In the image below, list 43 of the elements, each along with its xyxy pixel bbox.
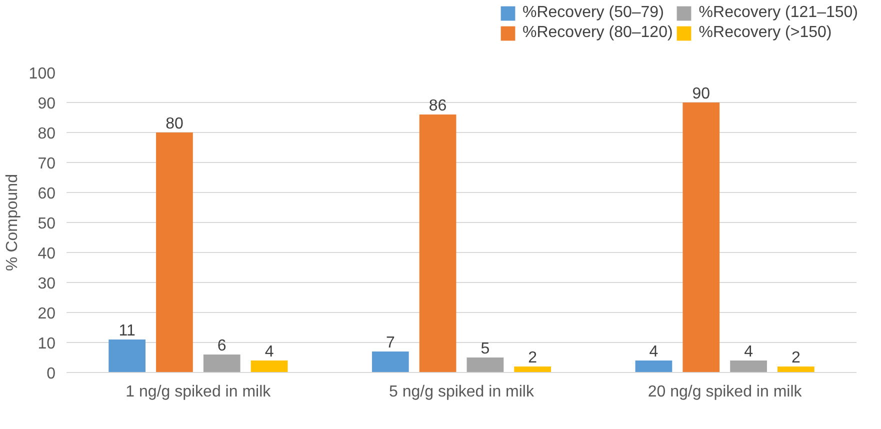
- x-tick-label: 1 ng/g spiked in milk: [126, 384, 272, 400]
- data-label: 11: [118, 322, 136, 340]
- y-tick-label: 100: [28, 66, 56, 82]
- data-label: 80: [166, 116, 184, 132]
- y-tick-label: 90: [38, 96, 56, 112]
- y-tick-label: 70: [38, 156, 56, 172]
- y-tick-label: 40: [38, 246, 56, 262]
- bar: [108, 340, 146, 372]
- x-tick-label: 5 ng/g spiked in milk: [389, 384, 535, 400]
- data-label: 90: [692, 86, 710, 102]
- legend-label: %Recovery (>150): [698, 24, 832, 42]
- legend-label: %Recovery (50–79): [522, 4, 664, 22]
- y-tick-label: 20: [38, 306, 56, 322]
- data-label: 4: [264, 344, 274, 360]
- bar: [682, 102, 720, 372]
- bar: [372, 352, 409, 372]
- y-tick-label: 30: [38, 276, 56, 292]
- bar: [730, 360, 767, 372]
- bar: [419, 114, 456, 372]
- data-label: 7: [386, 334, 395, 352]
- y-tick-label: 80: [38, 126, 56, 142]
- y-tick-label: 60: [38, 186, 56, 202]
- data-label: 2: [528, 350, 538, 366]
- bar: [466, 358, 504, 372]
- bar: [250, 360, 288, 372]
- data-label: 86: [428, 98, 447, 114]
- data-label: 4: [649, 344, 658, 360]
- data-label: 2: [791, 350, 800, 366]
- y-tick-label: 10: [38, 336, 56, 352]
- data-label: 6: [217, 338, 226, 354]
- y-axis-title: % Compound: [4, 174, 21, 271]
- bar: [203, 354, 240, 372]
- legend-label: %Recovery (80–120): [522, 24, 673, 42]
- bar: [635, 360, 672, 372]
- data-label: 5: [480, 340, 490, 358]
- y-tick-label: 50: [38, 216, 56, 232]
- data-label: 4: [744, 344, 754, 360]
- x-tick-label: 20 ng/g spiked in milk: [648, 384, 803, 400]
- bar: [778, 366, 814, 372]
- legend-label: %Recovery (121–150): [698, 4, 858, 22]
- y-tick-label: 0: [46, 366, 56, 382]
- bar: [156, 132, 193, 372]
- bar: [514, 366, 552, 372]
